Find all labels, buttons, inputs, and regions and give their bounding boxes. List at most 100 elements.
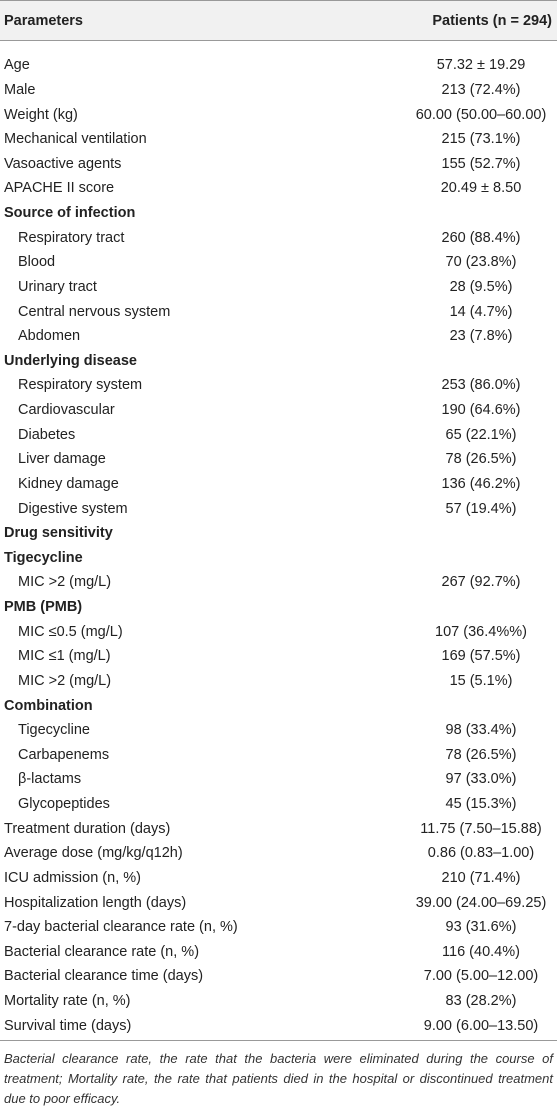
- row-label: Carbapenems: [18, 746, 110, 763]
- row-label: Bacterial clearance rate (n, %): [4, 943, 200, 960]
- section-row: Drug sensitivity: [0, 521, 557, 546]
- table-row: Mechanical ventilation 215 (73.1%): [0, 127, 557, 152]
- row-label: Respiratory system: [18, 377, 143, 394]
- header-cell: Parameters: [4, 12, 83, 29]
- row-value: 28 (9.5%): [449, 278, 513, 295]
- table-row: Vasoactive agents 155 (52.7%): [0, 152, 557, 177]
- row-value: 15 (5.1%): [449, 672, 513, 689]
- row-value: 0.86 (0.83–1.00): [427, 845, 535, 862]
- table-row: Central nervous system 14 (4.7%): [0, 299, 557, 324]
- row-label: Mortality rate (n, %): [4, 993, 131, 1010]
- row-label: ICU admission (n, %): [4, 869, 141, 886]
- row-value: 65 (22.1%): [445, 426, 517, 443]
- row-value: 116 (40.4%): [442, 943, 520, 960]
- table-row: Weight (kg) 60.00 (50.00–60.00): [0, 102, 557, 127]
- row-value: 39.00 (24.00–69.25): [415, 894, 547, 911]
- row-value: 70 (23.8%): [445, 254, 517, 271]
- row-value: 267 (92.7%): [441, 574, 521, 591]
- table-row: Digestive system 57 (19.4%): [0, 496, 557, 521]
- table-row: Respiratory tract 260 (88.4%): [0, 225, 557, 250]
- row-value: 78 (26.5%): [445, 746, 517, 763]
- row-value: 213 (72.4%): [441, 81, 521, 98]
- row-label: MIC ≤1 (mg/L): [18, 648, 111, 665]
- row-label: Tigecycline: [18, 722, 90, 739]
- footnote: Bacterial clearance rate, the rate that …: [4, 1051, 553, 1106]
- row-value: 45 (15.3%): [445, 796, 517, 813]
- row-label: Glycopeptides: [18, 796, 110, 813]
- table-row: β-lactams 97 (33.0%): [0, 767, 557, 792]
- table-row: MIC ≤1 (mg/L) 169 (57.5%): [0, 644, 557, 669]
- row-value: 57.32 ± 19.29: [436, 57, 526, 74]
- row-value: 169 (57.5%): [441, 648, 521, 665]
- table-row: Male 213 (72.4%): [0, 78, 557, 103]
- table-row: MIC ≤0.5 (mg/L) 107 (36.4%%): [0, 619, 557, 644]
- row-label: Bacterial clearance time (days): [4, 968, 204, 985]
- table-row: Blood 70 (23.8%): [0, 250, 557, 275]
- table-row: Kidney damage 136 (46.2%): [0, 472, 557, 497]
- table-row: ICU admission (n, %) 210 (71.4%): [0, 866, 557, 891]
- table-row: Cardiovascular 190 (64.6%): [0, 398, 557, 423]
- table-row: Age 57.32 ± 19.29: [0, 53, 557, 78]
- row-label: Liver damage: [18, 451, 106, 468]
- section-heading: PMB (PMB): [4, 599, 83, 616]
- row-value: 93 (31.6%): [445, 919, 517, 936]
- row-label: Blood: [18, 254, 56, 271]
- table-row: Survival time (days) 9.00 (6.00–13.50): [0, 1013, 557, 1038]
- row-label: APACHE II score: [4, 180, 115, 197]
- table-row: Liver damage 78 (26.5%): [0, 447, 557, 472]
- row-label: Abdomen: [18, 328, 81, 345]
- row-label: Respiratory tract: [18, 229, 125, 246]
- table-row: Respiratory system 253 (86.0%): [0, 373, 557, 398]
- row-value: 9.00 (6.00–13.50): [423, 1017, 539, 1034]
- section-heading: Combination: [4, 697, 93, 714]
- row-value: 97 (33.0%): [445, 771, 517, 788]
- row-label: 7-day bacterial clearance rate (n, %): [4, 919, 238, 936]
- row-label: MIC >2 (mg/L): [18, 574, 112, 591]
- row-value: 136 (46.2%): [441, 475, 521, 492]
- table-row: MIC >2 (mg/L) 267 (92.7%): [0, 570, 557, 595]
- table-row: Treatment duration (days) 11.75 (7.50–15.…: [0, 816, 557, 841]
- row-value: 107 (36.4%%): [435, 623, 527, 640]
- table-row: Mortality rate (n, %) 83 (28.2%): [0, 989, 557, 1014]
- table-row: Carbapenems 78 (26.5%): [0, 743, 557, 768]
- row-label: Diabetes: [18, 426, 76, 443]
- row-value: 253 (86.0%): [441, 377, 521, 394]
- row-label: Hospitalization length (days): [4, 894, 187, 911]
- row-label: Central nervous system: [18, 303, 171, 320]
- row-value: 60.00 (50.00–60.00): [415, 106, 547, 123]
- row-label: Survival time (days): [4, 1017, 132, 1034]
- table-row: Tigecycline 98 (33.4%): [0, 718, 557, 743]
- row-label: Cardiovascular: [18, 402, 115, 419]
- row-label: Treatment duration (days): [4, 820, 171, 837]
- row-value: 7.00 (5.00–12.00): [423, 968, 539, 985]
- section-heading: Underlying disease: [4, 352, 137, 369]
- row-value: 78 (26.5%): [445, 451, 517, 468]
- table-row: 7-day bacterial clearance rate (n, %) 93 …: [0, 915, 557, 940]
- row-label: Male: [4, 81, 36, 98]
- section-row: Tigecycline: [0, 546, 557, 571]
- row-value: 260 (88.4%): [441, 229, 521, 246]
- section-heading: Source of infection: [4, 205, 136, 222]
- row-label: Kidney damage: [18, 475, 119, 492]
- header-cell: Patients (n = 294): [432, 12, 552, 29]
- row-value: 23 (7.8%): [449, 328, 513, 345]
- row-value: 190 (64.6%): [441, 402, 521, 419]
- row-label: β-lactams: [18, 771, 82, 788]
- section-heading: Drug sensitivity: [4, 525, 113, 542]
- row-value: 155 (52.7%): [441, 155, 521, 172]
- table-row: Average dose (mg/kg/q12h) 0.86 (0.83–1.00…: [0, 841, 557, 866]
- row-value: 210 (71.4%): [441, 869, 521, 886]
- section-row: PMB (PMB): [0, 595, 557, 620]
- table-row: APACHE II score 20.49 ± 8.50: [0, 176, 557, 201]
- row-value: 20.49 ± 8.50: [440, 180, 522, 197]
- row-label: Urinary tract: [18, 278, 97, 295]
- table-row: Glycopeptides 45 (15.3%): [0, 792, 557, 817]
- row-value: 57 (19.4%): [445, 500, 517, 517]
- row-label: Vasoactive agents: [4, 155, 122, 172]
- row-label: Digestive system: [18, 500, 128, 517]
- table-row: Abdomen 23 (7.8%): [0, 324, 557, 349]
- row-value: 98 (33.4%): [445, 722, 517, 739]
- row-value: 83 (28.2%): [445, 993, 517, 1010]
- row-value: 11.75 (7.50–15.88): [420, 820, 542, 837]
